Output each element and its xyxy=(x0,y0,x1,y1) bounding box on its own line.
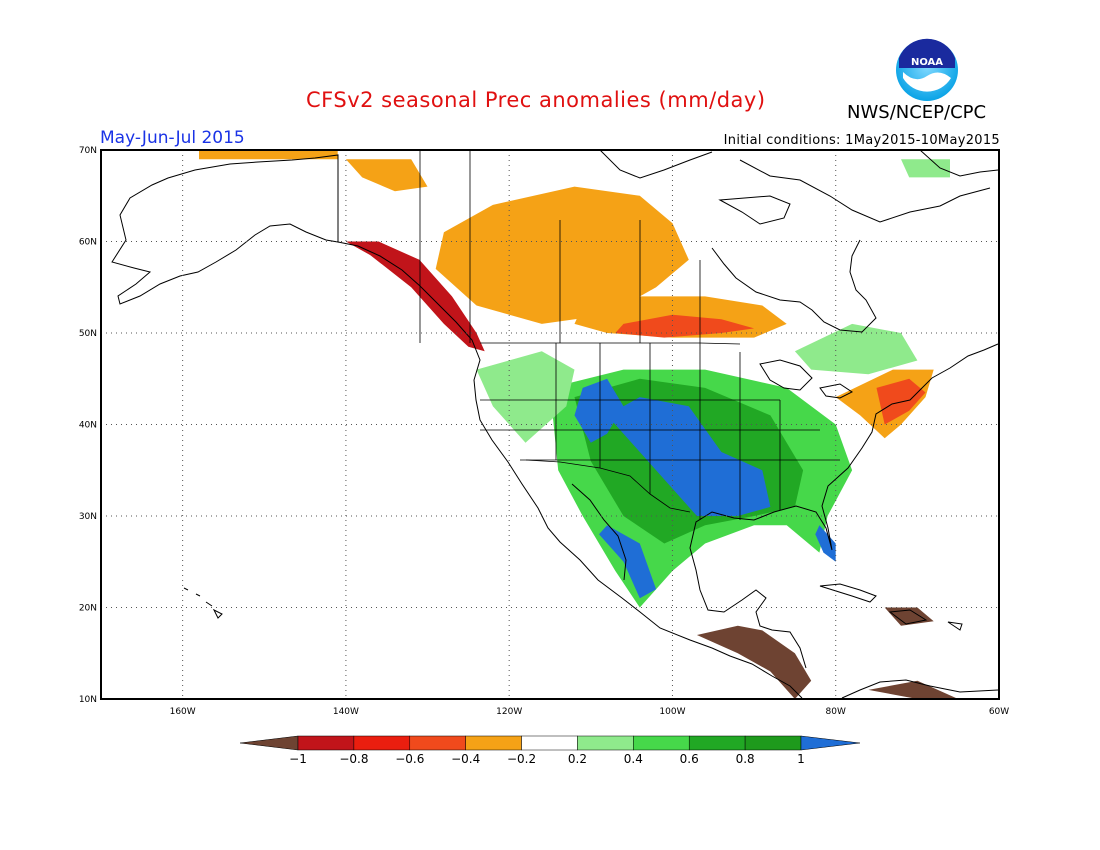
anomaly-central-america-dry xyxy=(696,625,812,699)
anomaly-regions xyxy=(199,150,959,699)
colorbar-swatch xyxy=(297,735,355,751)
chart-title: CFSv2 seasonal Prec anomalies (mm/day) xyxy=(306,88,766,112)
anomaly-quebec-wet xyxy=(794,323,918,375)
colorbar-max-arrow xyxy=(800,735,861,751)
colorbar-min-arrow xyxy=(239,735,299,751)
anomaly-west-canada-dry-wide xyxy=(435,186,689,324)
colorbar-swatch xyxy=(353,735,411,751)
lat-tick-label: 60N xyxy=(79,238,97,248)
lon-tick-label: 80W xyxy=(826,707,846,717)
coastlines xyxy=(111,150,999,699)
lon-tick-label: 160W xyxy=(170,707,196,717)
lon-tick-label: 140W xyxy=(333,707,359,717)
lon-tick-label: 100W xyxy=(659,707,685,717)
colorbar-swatch xyxy=(521,735,578,751)
logo-text: NOAA xyxy=(911,57,943,68)
agency-label: NWS/NCEP/CPC xyxy=(847,102,987,123)
lat-tick-label: 30N xyxy=(79,512,97,522)
anomaly-florida-wettest xyxy=(815,525,836,562)
colorbar-tick-label: 0.6 xyxy=(680,752,699,766)
axis-labels: 70N 60N 50N 40N 30N 20N 10N 160W 140W 120W 100W 80W… xyxy=(79,146,1009,717)
colorbar-tick-label: −0.6 xyxy=(395,752,424,766)
lon-tick-label: 60W xyxy=(989,707,1009,717)
political-borders xyxy=(419,150,840,520)
colorbar-swatch xyxy=(744,735,802,751)
lat-tick-label: 20N xyxy=(79,604,97,614)
colorbar-tick-label: −0.8 xyxy=(339,752,368,766)
period-label: May-Jun-Jul 2015 xyxy=(100,128,245,148)
colorbar-swatch xyxy=(409,735,466,751)
map-frame xyxy=(100,149,1000,700)
anomaly-mexico-wettest xyxy=(599,525,657,599)
anomaly-alaska-north-dry xyxy=(199,150,338,160)
colorbar-swatch xyxy=(633,735,690,751)
colorbar-tick-label: 0.2 xyxy=(568,752,587,766)
anomaly-greenland-wet xyxy=(901,159,950,178)
lon-tick-label: 120W xyxy=(496,707,522,717)
colorbar-swatch xyxy=(577,735,634,751)
colorbar-tick-label: −0.4 xyxy=(451,752,480,766)
anomaly-central-canada-drier xyxy=(615,314,755,338)
colorbar-labels: −1 −0.8 −0.6 −0.4 −0.2 0.2 0.4 0.6 0.8 1 xyxy=(289,752,805,766)
colorbar-swatches xyxy=(239,735,861,751)
noaa-logo: NOAA xyxy=(896,38,958,101)
anomaly-yukon-dry xyxy=(345,159,428,192)
colorbar-swatch xyxy=(688,735,746,751)
lat-tick-label: 10N xyxy=(79,695,97,705)
anomaly-bc-coast-dry xyxy=(345,241,485,352)
colorbar-tick-label: 0.4 xyxy=(624,752,643,766)
colorbar-tick-label: −1 xyxy=(289,752,307,766)
colorbar-tick-label: 0.8 xyxy=(736,752,755,766)
anomaly-venezuela-dry xyxy=(868,680,959,699)
anomaly-northwest-us-wet xyxy=(476,351,575,443)
initial-conditions-label: Initial conditions: 1May2015-10May2015 xyxy=(723,133,1000,148)
lat-tick-label: 40N xyxy=(79,421,97,431)
lat-tick-label: 50N xyxy=(79,329,97,339)
anomaly-rockies-wettest xyxy=(574,378,624,443)
colorbar-tick-label: −0.2 xyxy=(507,752,536,766)
colorbar-swatch xyxy=(465,735,522,751)
colorbar-tick-label: 1 xyxy=(797,752,805,766)
lat-tick-label: 70N xyxy=(79,146,97,156)
anomaly-plains-wettest xyxy=(607,397,771,516)
